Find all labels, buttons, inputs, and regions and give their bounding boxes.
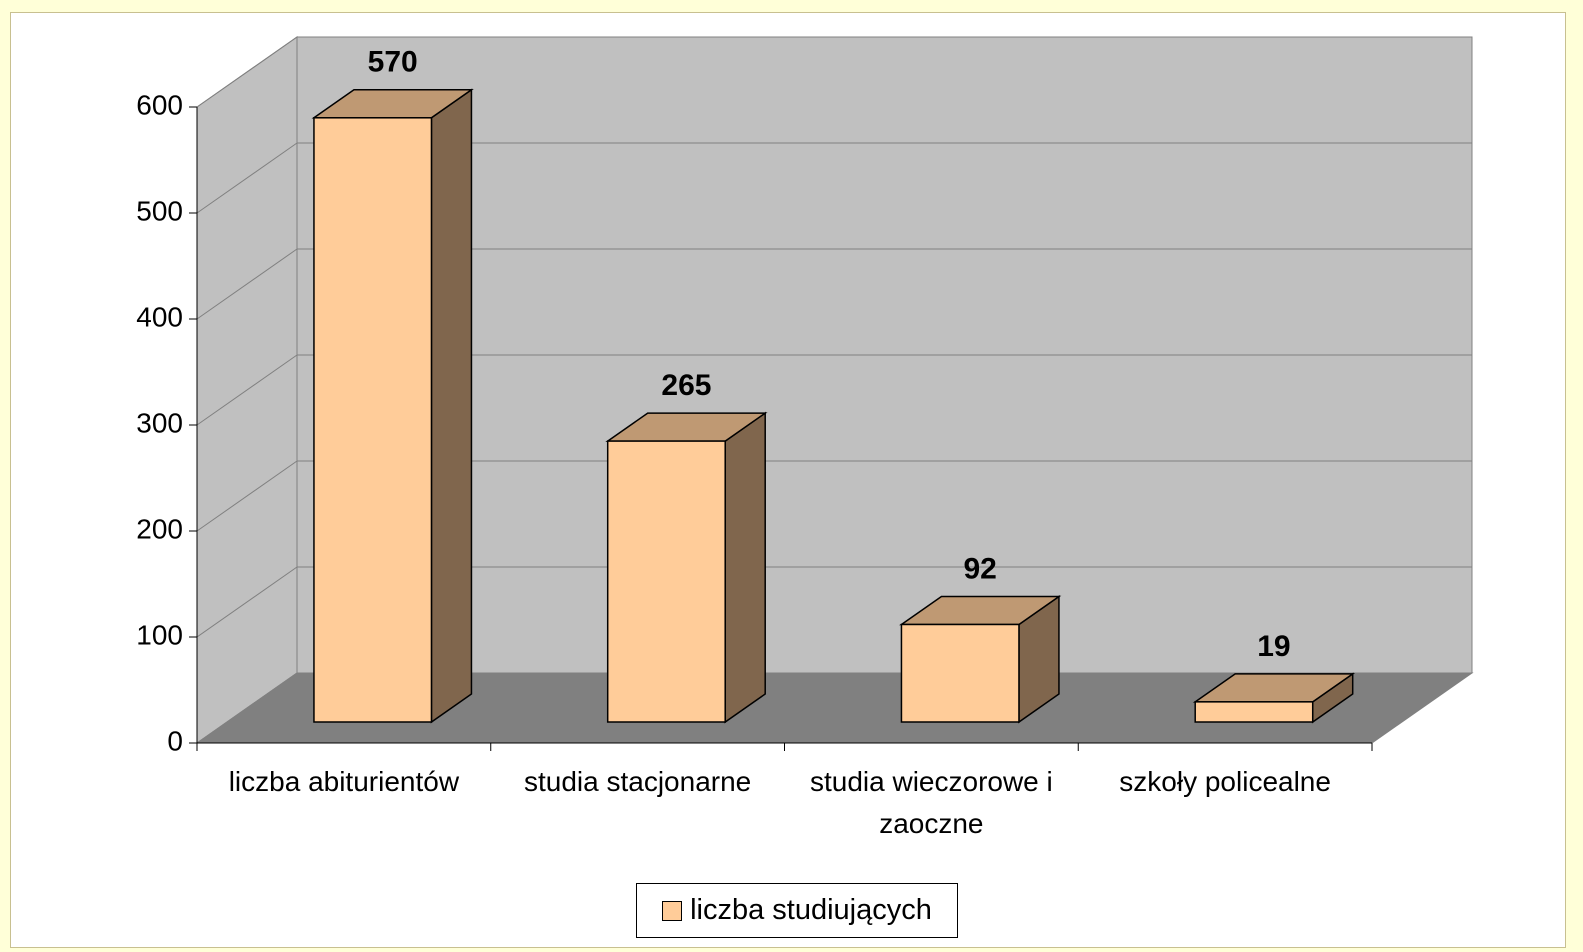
grid-line: [196, 566, 298, 638]
data-label: 265: [661, 369, 711, 402]
data-label: 19: [1257, 630, 1290, 663]
y-tick-label: 300: [136, 407, 183, 438]
x-tick-label: studia stacjonarne: [523, 766, 752, 797]
y-tick-label: 500: [136, 195, 183, 226]
grid-line: [196, 142, 298, 214]
y-tick-label: 400: [136, 301, 183, 332]
grid-line: [196, 36, 298, 108]
bar-front: [606, 440, 726, 723]
legend-swatch: [662, 900, 683, 921]
y-tick-label: 0: [167, 725, 183, 756]
bar-front: [1194, 701, 1314, 723]
x-tick-label: szkoły policealne: [1119, 766, 1331, 797]
y-tick-label: 100: [136, 619, 183, 650]
bar: [1192, 672, 1356, 724]
bar-front: [313, 117, 433, 723]
legend-label: liczba studiujących: [690, 894, 932, 926]
y-tick-label: 600: [136, 89, 183, 120]
grid-line: [196, 248, 298, 320]
bar: [605, 411, 768, 724]
bar-front: [900, 623, 1020, 723]
y-tick-label: 200: [136, 513, 183, 544]
x-tick-label: liczba abiturientów: [228, 766, 460, 797]
bar-side: [430, 88, 473, 724]
bar-side: [724, 411, 766, 724]
bar: [899, 595, 1062, 724]
grid-line: [196, 354, 298, 426]
data-label: 570: [368, 46, 418, 79]
data-label: 92: [964, 552, 997, 585]
grid-line: [196, 460, 298, 532]
legend: liczba studiujących: [636, 883, 958, 938]
grid-line: [196, 672, 298, 744]
bar: [311, 88, 474, 724]
x-tick-label: studia wieczorowe i zaoczne: [809, 766, 1053, 839]
